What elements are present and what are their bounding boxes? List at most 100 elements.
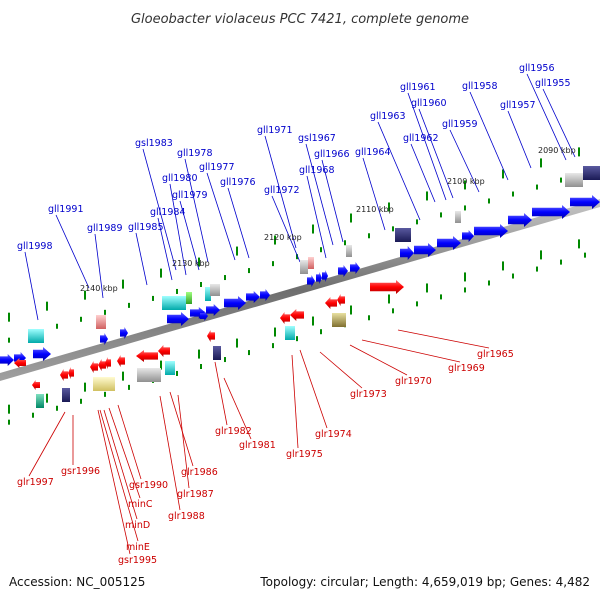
callout-line — [507, 110, 532, 169]
gene-label-bottom: glr1969 — [448, 363, 485, 374]
gene-label-bottom: gsr1996 — [61, 466, 100, 477]
gene-label-top: gll1976 — [220, 177, 256, 188]
gene-block — [213, 346, 221, 360]
tick-mark — [236, 338, 238, 348]
tick-mark — [560, 259, 562, 265]
callout-line — [377, 121, 421, 221]
tick-mark — [502, 169, 504, 179]
gene-label-top: gll1989 — [87, 223, 123, 234]
callout-line — [319, 351, 363, 389]
gene-block — [455, 211, 461, 223]
callout-line — [362, 157, 386, 231]
gene-arrow — [322, 270, 328, 282]
callout-line — [55, 214, 90, 289]
callout-line — [397, 329, 490, 349]
tick-mark — [426, 283, 428, 293]
gene-label-bottom: gsr1990 — [129, 480, 168, 491]
tick-mark — [198, 257, 200, 267]
gene-label-top: gll1963 — [370, 111, 406, 122]
gene-arrow — [200, 311, 208, 321]
callout-line — [223, 377, 252, 440]
gene-arrow — [105, 357, 111, 369]
tick-mark — [224, 357, 226, 363]
tick-mark — [248, 350, 250, 356]
gene-label-top: gll1962 — [403, 133, 439, 144]
tick-mark — [440, 294, 442, 300]
callout-line — [206, 172, 236, 261]
gene-label-top: gll1971 — [257, 125, 293, 136]
tick-mark — [122, 279, 124, 289]
gene-label-bottom: glr1981 — [239, 440, 276, 451]
gene-block — [565, 173, 583, 187]
tick-mark — [296, 254, 298, 260]
gene-label-top: gll1966 — [314, 149, 350, 160]
tick-mark — [344, 240, 346, 246]
gene-arrow — [98, 359, 106, 371]
callout-line — [407, 92, 447, 201]
scale-label: 2090 kbp — [538, 146, 576, 155]
gene-arrow — [570, 195, 600, 209]
gene-arrow — [158, 345, 170, 357]
callout-line — [159, 395, 181, 511]
callout-line — [321, 159, 344, 243]
tick-mark — [426, 191, 428, 201]
tick-mark — [488, 280, 490, 286]
tick-mark — [248, 268, 250, 274]
gene-label-top: gll1985 — [128, 222, 164, 233]
tick-mark — [128, 384, 130, 390]
callout-line — [418, 108, 454, 199]
gene-label-top: gll1978 — [177, 148, 213, 159]
gene-block — [308, 257, 314, 269]
tick-mark — [8, 404, 10, 414]
gene-label-top: gll1959 — [442, 119, 478, 130]
tick-mark — [46, 301, 48, 311]
gene-arrow — [120, 327, 128, 339]
callout-line — [305, 143, 334, 246]
gene-label-top: gll1991 — [48, 204, 84, 215]
tick-mark — [416, 219, 418, 225]
callout-line — [135, 232, 148, 286]
callout-line — [28, 411, 66, 477]
gene-label-bottom: glr1988 — [168, 511, 205, 522]
gene-block — [332, 313, 346, 327]
tick-mark — [84, 290, 86, 300]
tick-mark — [416, 301, 418, 307]
gene-arrow — [68, 367, 74, 379]
gene-label-top: gll1955 — [535, 78, 571, 89]
tick-mark — [464, 287, 466, 293]
tick-mark — [584, 252, 586, 258]
gene-label-bottom: glr1970 — [395, 376, 432, 387]
tick-mark — [8, 337, 10, 343]
gene-label-top: gll1957 — [500, 100, 536, 111]
tick-mark — [152, 295, 154, 301]
callout-line — [526, 73, 567, 161]
map-title: Gloeobacter violaceus PCC 7421, complete… — [131, 12, 469, 27]
callout-line — [469, 91, 509, 181]
tick-mark — [8, 419, 10, 425]
gene-block — [395, 228, 411, 242]
callout-line — [299, 349, 328, 429]
gene-arrow — [532, 205, 570, 219]
tick-mark — [272, 261, 274, 267]
gene-arrow — [307, 275, 315, 287]
tick-mark — [392, 226, 394, 232]
callout-line — [179, 200, 200, 271]
gene-arrow — [136, 350, 158, 362]
gene-label-top: gsl1967 — [298, 133, 336, 144]
gene-arrow — [60, 369, 68, 381]
gene-label-bottom: glr1986 — [181, 467, 218, 478]
tick-mark — [578, 239, 580, 249]
tick-mark — [274, 235, 276, 245]
tick-mark — [488, 198, 490, 204]
gene-block — [28, 329, 44, 343]
callout-line — [24, 251, 39, 321]
scale-label: 2110 kbp — [356, 205, 394, 214]
gene-arrow — [337, 294, 345, 306]
gene-label-top: gll1984 — [150, 207, 186, 218]
tick-mark — [56, 323, 58, 329]
tick-mark — [80, 316, 82, 322]
tick-mark — [104, 309, 106, 315]
tick-mark — [312, 316, 314, 326]
gene-labels: gll1956 gll1955 gll1961 gll1958 gll1960 gll19… — [17, 63, 571, 566]
